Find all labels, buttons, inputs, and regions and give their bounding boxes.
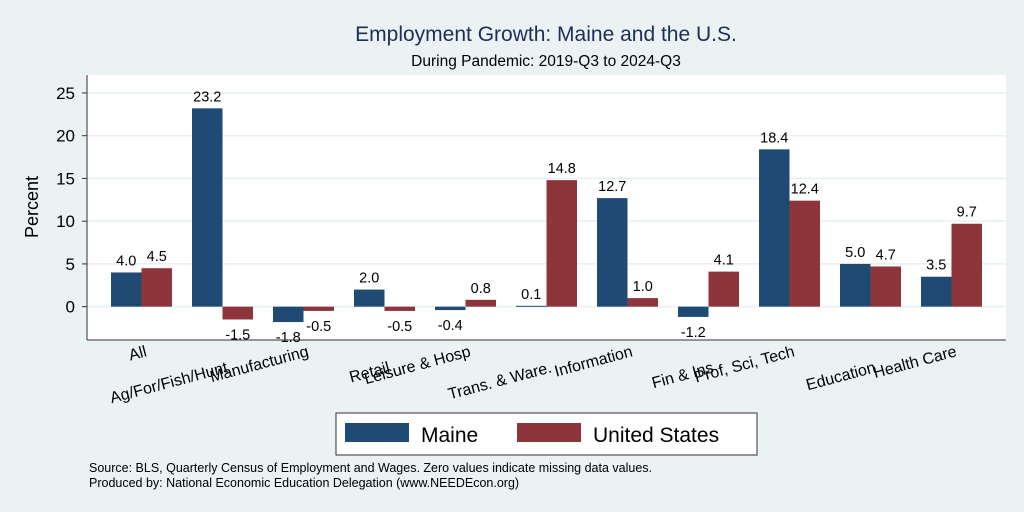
chart-subtitle: During Pandemic: 2019-Q3 to 2024-Q3: [411, 53, 681, 70]
y-tick-label: 5: [66, 255, 75, 274]
bar-maine: [921, 276, 952, 307]
source-note: Source: BLS, Quarterly Census of Employm…: [89, 461, 652, 475]
legend-swatch-united-states: [517, 423, 581, 442]
data-label: -0.5: [387, 319, 412, 335]
data-label: 4.0: [116, 253, 136, 269]
y-tick-label: 20: [56, 127, 75, 146]
bar-maine: [516, 305, 547, 307]
chart-title: Employment Growth: Maine and the U.S.: [355, 23, 737, 46]
y-tick-label: 15: [56, 169, 75, 188]
bar-united-states: [708, 271, 739, 307]
data-label: 14.8: [548, 161, 576, 177]
bar-united-states: [627, 298, 658, 307]
bar-united-states: [465, 299, 496, 307]
bar-united-states: [141, 268, 172, 307]
bar-maine: [759, 149, 790, 307]
data-label: -0.4: [438, 318, 463, 334]
value-labels: 4.0 4.5 23.2 -1.5 -1.8 -0.5 2.0 -0.5 -0.4 0.8 0.1 1…: [116, 89, 977, 346]
data-label: 12.7: [598, 179, 626, 195]
bar-united-states: [384, 306, 415, 311]
y-ticks: 0 5 10 15 20 25: [56, 84, 87, 317]
y-tick-label: 25: [56, 84, 75, 103]
x-tick-label: All: [127, 343, 149, 364]
y-axis-label: Percent: [22, 176, 42, 238]
bar-maine: [354, 289, 385, 307]
bar-united-states: [303, 306, 334, 311]
data-label: -1.8: [276, 330, 301, 346]
bar-united-states: [870, 266, 901, 307]
data-label: 4.7: [876, 247, 896, 263]
legend-label-united-states: United States: [593, 424, 719, 447]
data-label: 0.8: [471, 281, 491, 297]
data-label: 4.1: [714, 253, 734, 269]
x-tick-label: Prof, Sci, Tech: [693, 343, 797, 386]
bar-united-states: [789, 200, 820, 307]
legend-swatch-maine: [345, 423, 409, 442]
data-label: -1.5: [225, 327, 250, 343]
bars: [111, 108, 982, 323]
data-label: 1.0: [633, 279, 653, 295]
bar-maine: [192, 108, 223, 307]
bar-maine: [840, 263, 871, 307]
data-label: 3.5: [926, 258, 946, 274]
bar-united-states: [222, 306, 253, 320]
legend: Maine United States: [335, 412, 758, 456]
data-label: -1.2: [681, 325, 706, 341]
y-tick-label: 0: [66, 298, 75, 317]
bar-united-states: [546, 180, 577, 307]
bar-maine: [678, 306, 709, 317]
legend-label-maine: Maine: [421, 424, 478, 447]
y-tick-label: 10: [56, 212, 75, 231]
x-tick-label: Education: [804, 359, 877, 394]
data-label: 23.2: [193, 89, 221, 105]
x-tick-label: Health Care: [872, 343, 959, 382]
bar-united-states: [951, 223, 982, 307]
data-label: 2.0: [359, 271, 379, 287]
x-tick-label: Trans. & Ware.: [446, 359, 553, 403]
data-label: 9.7: [957, 205, 977, 221]
x-tick-label: Manufacturing: [208, 343, 310, 386]
data-label: -0.5: [306, 319, 331, 335]
data-label: 0.1: [521, 287, 541, 303]
data-label: 5.0: [845, 245, 865, 261]
data-label: 18.4: [760, 130, 788, 146]
bar-maine: [435, 306, 466, 311]
produced-by-note: Produced by: National Economic Education…: [89, 476, 519, 490]
bar-maine: [111, 272, 142, 307]
bar-maine: [273, 306, 304, 323]
data-label: 12.4: [791, 182, 819, 198]
x-tick-label: Information: [553, 343, 635, 380]
bar-maine: [597, 198, 628, 307]
data-label: 4.5: [147, 249, 167, 265]
